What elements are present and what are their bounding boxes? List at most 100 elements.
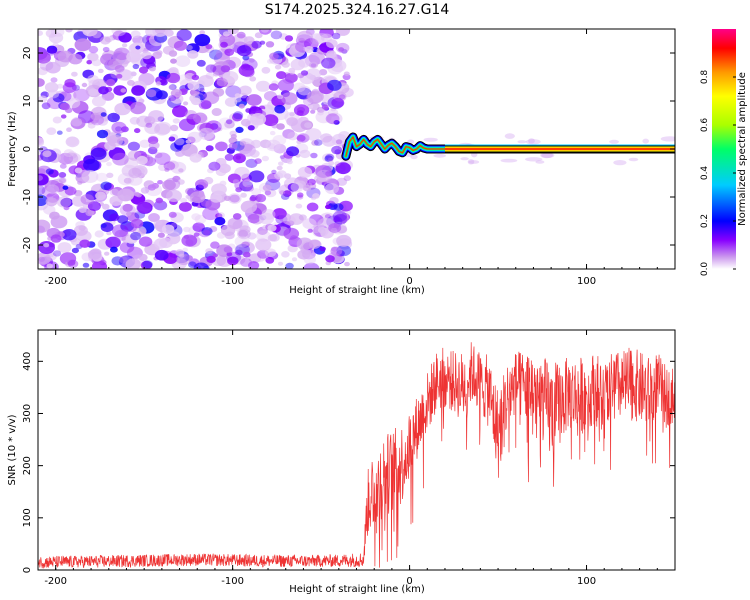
- noise-blob: [67, 259, 79, 268]
- noise-blob: [190, 191, 206, 204]
- noise-blob: [423, 137, 438, 142]
- noise-blob: [198, 127, 215, 141]
- noise-blob: [333, 217, 340, 223]
- noise-blob: [111, 256, 124, 266]
- noise-blob: [141, 51, 152, 60]
- noise-blob: [132, 63, 140, 70]
- noise-blob: [298, 58, 311, 68]
- noise-blob: [240, 192, 247, 198]
- carrier-trace: [341, 132, 675, 161]
- noise-blob: [76, 230, 92, 242]
- noise-blob: [205, 64, 217, 73]
- noise-blob: [285, 43, 300, 54]
- noise-blob: [100, 112, 107, 117]
- noise-blob: [504, 133, 515, 139]
- noise-blob: [213, 52, 231, 65]
- noise-blob: [168, 231, 180, 240]
- noise-blob: [91, 58, 102, 67]
- noise-blob: [295, 203, 303, 209]
- noise-blob: [296, 192, 304, 198]
- noise-blob: [68, 53, 83, 65]
- noise-blob: [344, 261, 350, 267]
- noise-blob: [281, 193, 290, 200]
- noise-blob: [220, 41, 228, 48]
- noise-blob: [535, 160, 545, 164]
- noise-blob: [116, 73, 123, 79]
- noise-blob: [277, 79, 295, 92]
- noise-blob: [222, 31, 230, 37]
- noise-blob: [304, 122, 312, 129]
- x-tick-label: 100: [577, 276, 596, 287]
- noise-blob: [249, 149, 260, 158]
- noise-blob: [341, 87, 354, 98]
- noise-blob: [170, 58, 177, 64]
- noise-blob: [276, 123, 285, 130]
- noise-blob: [174, 138, 185, 146]
- noise-blob: [468, 160, 480, 164]
- noise-blob: [218, 163, 231, 174]
- noise-blob: [209, 49, 223, 60]
- noise-blob: [214, 217, 226, 226]
- noise-blob: [203, 265, 210, 269]
- noise-blob: [146, 89, 157, 98]
- noise-blob: [283, 215, 296, 226]
- noise-blob: [319, 246, 326, 252]
- noise-blob: [155, 197, 163, 204]
- noise-blob: [115, 126, 122, 132]
- noise-blob: [176, 29, 192, 41]
- noise-blob: [245, 108, 252, 113]
- colorbar-tick-label: 0.8: [700, 70, 710, 85]
- noise-blob: [46, 45, 58, 54]
- noise-blob: [119, 229, 130, 238]
- noise-blob: [249, 76, 257, 82]
- noise-blob: [38, 241, 55, 254]
- noise-blob: [276, 170, 287, 178]
- noise-blob: [99, 36, 111, 45]
- noise-blob: [130, 218, 144, 229]
- noise-blob: [111, 29, 127, 37]
- noise-blob: [240, 200, 258, 214]
- noise-blob: [185, 194, 191, 199]
- x-tick-label: 0: [406, 576, 412, 587]
- noise-blob: [38, 67, 48, 76]
- noise-blob: [232, 213, 242, 220]
- noise-blob: [74, 38, 92, 52]
- noise-blob: [46, 127, 57, 135]
- noise-blob: [210, 241, 220, 249]
- noise-blob: [113, 85, 127, 96]
- noise-blob: [193, 112, 208, 124]
- noise-blob: [38, 137, 44, 145]
- noise-blob: [38, 30, 43, 36]
- noise-blob: [243, 251, 251, 258]
- noise-blob: [57, 242, 72, 253]
- noise-blob: [276, 165, 283, 171]
- noise-blob: [288, 213, 304, 225]
- noise-blob: [297, 72, 305, 79]
- colorbar-tick-label: 0.2: [700, 214, 710, 228]
- x-tick-label: 0: [406, 276, 412, 287]
- noise-blob: [321, 104, 329, 110]
- noise-blob: [261, 155, 269, 162]
- noise-blob: [138, 253, 148, 262]
- noise-blob: [278, 212, 291, 223]
- noise-blob: [121, 126, 129, 133]
- noise-blob: [255, 238, 272, 251]
- noise-blob: [74, 167, 83, 174]
- noise-blob: [460, 157, 469, 161]
- noise-blob: [327, 108, 339, 117]
- noise-blob: [265, 256, 275, 264]
- noise-blob: [328, 157, 334, 162]
- noise-blob: [154, 152, 163, 159]
- noise-blob: [59, 102, 70, 111]
- noise-blob: [269, 233, 280, 242]
- noise-blob: [187, 81, 200, 91]
- noise-blob: [272, 208, 287, 220]
- noise-blob: [335, 29, 350, 36]
- noise-blob: [269, 130, 276, 136]
- noise-blob: [277, 94, 284, 100]
- noise-blob: [154, 152, 171, 165]
- noise-blob: [298, 37, 306, 43]
- noise-blob: [309, 33, 325, 45]
- noise-blob: [139, 139, 151, 148]
- noise-blob: [242, 179, 253, 188]
